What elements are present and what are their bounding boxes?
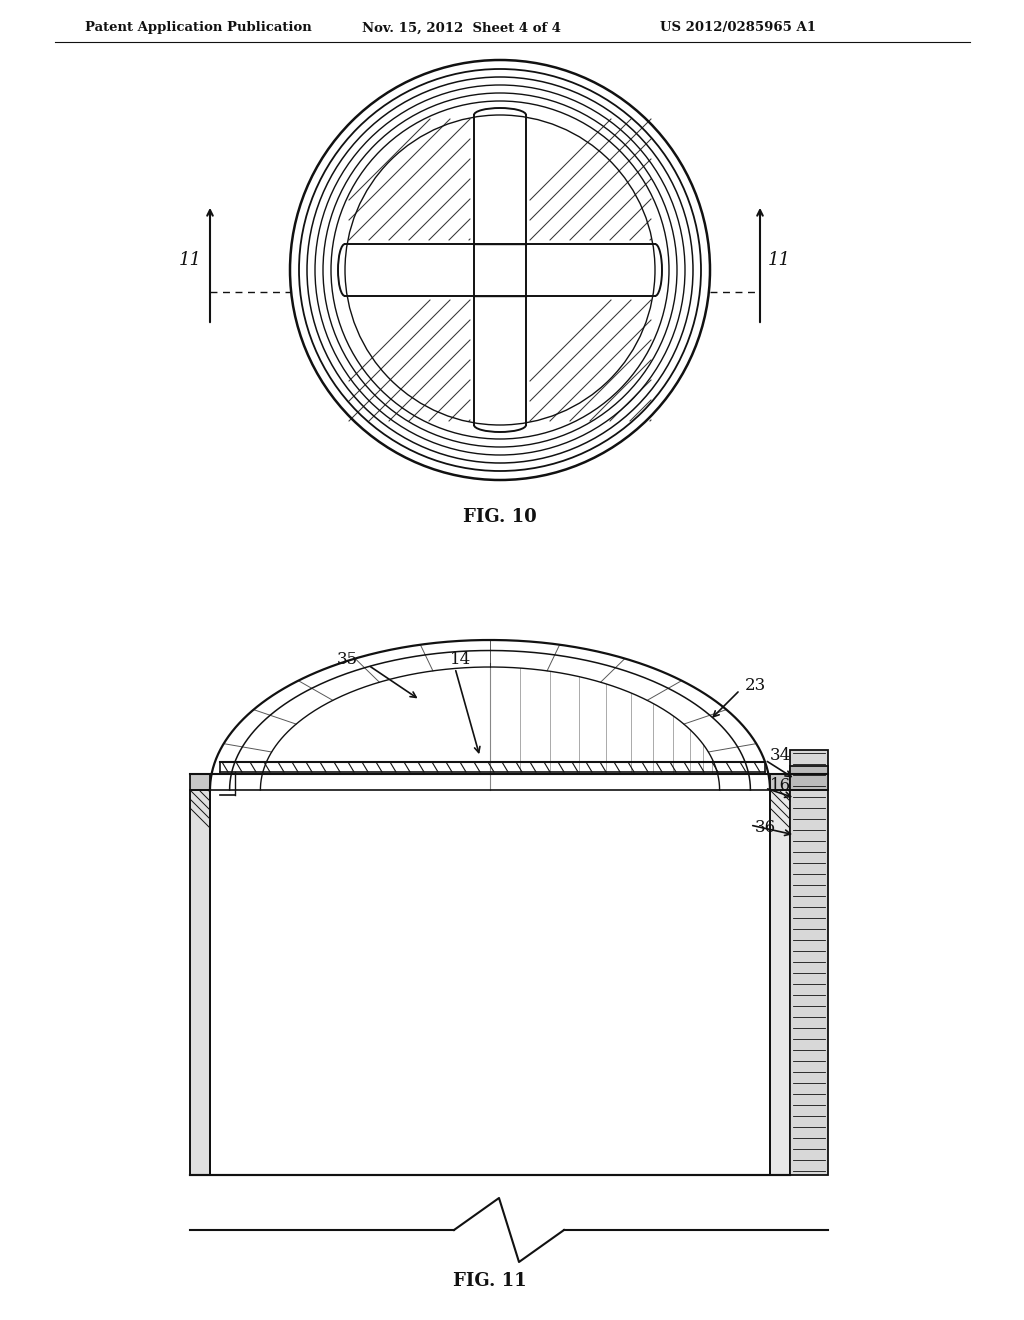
Bar [190,789,210,1175]
Text: Patent Application Publication: Patent Application Publication [85,21,311,34]
Bar [190,774,210,789]
Text: 23: 23 [745,676,766,693]
Text: US 2012/0285965 A1: US 2012/0285965 A1 [660,21,816,34]
Bar [790,750,828,1175]
Text: 11: 11 [179,251,202,269]
Text: 34: 34 [770,747,792,763]
Text: FIG. 11: FIG. 11 [454,1272,526,1290]
Bar [790,766,828,789]
Text: 35: 35 [337,652,358,668]
Text: 36: 36 [755,820,776,837]
Bar [770,789,790,1175]
Text: 14: 14 [450,652,471,668]
Text: FIG. 10: FIG. 10 [463,508,537,525]
Text: Nov. 15, 2012  Sheet 4 of 4: Nov. 15, 2012 Sheet 4 of 4 [362,21,561,34]
Text: 16: 16 [770,776,792,793]
Text: 11: 11 [768,251,791,269]
Bar [770,774,790,789]
